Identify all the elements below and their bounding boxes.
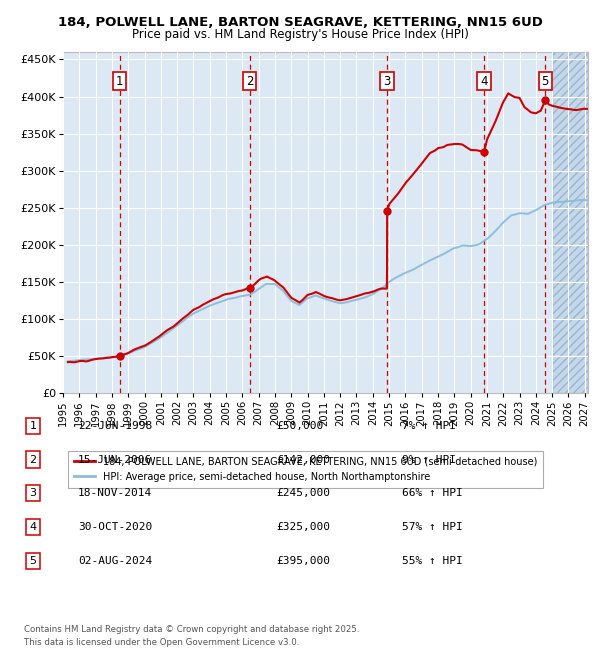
Text: 02-AUG-2024: 02-AUG-2024 — [78, 556, 152, 566]
Text: 15-JUN-2006: 15-JUN-2006 — [78, 454, 152, 465]
Text: 3: 3 — [29, 488, 37, 499]
Text: 2: 2 — [29, 454, 37, 465]
Text: 9% ↑ HPI: 9% ↑ HPI — [402, 454, 456, 465]
Text: 18-NOV-2014: 18-NOV-2014 — [78, 488, 152, 499]
Text: 7% ↑ HPI: 7% ↑ HPI — [402, 421, 456, 431]
Text: £245,000: £245,000 — [276, 488, 330, 499]
Text: 2: 2 — [246, 75, 253, 88]
Text: Contains HM Land Registry data © Crown copyright and database right 2025.
This d: Contains HM Land Registry data © Crown c… — [24, 625, 359, 647]
Legend: 184, POLWELL LANE, BARTON SEAGRAVE, KETTERING, NN15 6UD (semi-detached house), H: 184, POLWELL LANE, BARTON SEAGRAVE, KETT… — [68, 451, 543, 488]
Text: £325,000: £325,000 — [276, 522, 330, 532]
Text: 4: 4 — [29, 522, 37, 532]
Text: £142,000: £142,000 — [276, 454, 330, 465]
Text: £395,000: £395,000 — [276, 556, 330, 566]
Text: 3: 3 — [383, 75, 391, 88]
Text: 184, POLWELL LANE, BARTON SEAGRAVE, KETTERING, NN15 6UD: 184, POLWELL LANE, BARTON SEAGRAVE, KETT… — [58, 16, 542, 29]
Text: 1: 1 — [29, 421, 37, 431]
Text: 57% ↑ HPI: 57% ↑ HPI — [402, 522, 463, 532]
Text: 55% ↑ HPI: 55% ↑ HPI — [402, 556, 463, 566]
Text: 5: 5 — [542, 75, 549, 88]
Text: £50,000: £50,000 — [276, 421, 323, 431]
Text: 22-JUN-1998: 22-JUN-1998 — [78, 421, 152, 431]
Text: 4: 4 — [481, 75, 488, 88]
Text: 1: 1 — [116, 75, 124, 88]
Text: 66% ↑ HPI: 66% ↑ HPI — [402, 488, 463, 499]
Text: Price paid vs. HM Land Registry's House Price Index (HPI): Price paid vs. HM Land Registry's House … — [131, 28, 469, 41]
Text: 5: 5 — [29, 556, 37, 566]
Text: 30-OCT-2020: 30-OCT-2020 — [78, 522, 152, 532]
